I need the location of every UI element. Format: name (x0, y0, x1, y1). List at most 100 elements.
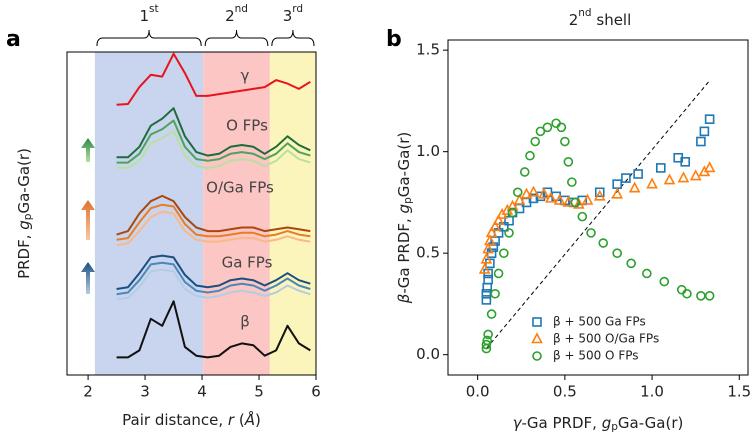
marker (520, 187, 533, 199)
arrows (81, 138, 95, 294)
label-part: Pair distance, (122, 411, 228, 429)
marker (485, 226, 498, 238)
marker (499, 248, 509, 258)
marker (659, 276, 670, 287)
marker (699, 126, 710, 137)
marker (628, 181, 641, 193)
label-part: r (228, 411, 235, 429)
marker (598, 238, 609, 248)
label-part: nd (235, 3, 248, 15)
label-part: -Ga PRDF, (522, 414, 602, 432)
plot-frame (66, 51, 317, 376)
legend-label: β + 500 O FPs (553, 349, 639, 363)
curve (116, 194, 311, 236)
marker (538, 187, 550, 199)
curve (116, 300, 311, 359)
legend-marker (532, 351, 542, 361)
label-part: p (402, 197, 414, 204)
label-part: 1 (139, 7, 149, 25)
x-tick-label: 1.0 (640, 383, 664, 401)
marker (553, 193, 566, 205)
marker (696, 291, 706, 301)
marker (481, 339, 492, 350)
label-part: p (611, 421, 618, 433)
marker (633, 169, 643, 179)
arrow (81, 262, 95, 294)
brace (271, 29, 315, 47)
y-axis-label: PRDF, gpGa-Ga(r) (15, 148, 35, 279)
marker (680, 157, 691, 167)
marker (486, 309, 497, 319)
curve (116, 107, 311, 159)
x-tick-label: 4 (197, 383, 207, 401)
label-part: γ (513, 414, 523, 432)
curve (116, 52, 311, 106)
marker (572, 197, 585, 209)
marker (499, 221, 509, 232)
region-label: 1st (139, 3, 158, 25)
marker (493, 268, 504, 279)
label-part: Ga-Ga(r) (395, 132, 413, 197)
label-part: nd (578, 7, 591, 19)
marker (677, 171, 690, 183)
marker (689, 169, 702, 181)
x-tick-label: 0.0 (466, 383, 490, 401)
marker (611, 187, 624, 199)
marker (577, 211, 588, 222)
brace (204, 29, 269, 47)
brace (96, 29, 202, 47)
curve (116, 254, 311, 290)
marker (512, 187, 523, 198)
series-label: Ga FPs (222, 254, 273, 272)
x-tick-label: 2 (83, 383, 93, 401)
marker (492, 213, 505, 225)
marker (484, 234, 496, 246)
marker (626, 258, 636, 269)
marker (646, 177, 658, 189)
marker (696, 136, 706, 147)
x-tick-label: 1.5 (727, 383, 751, 401)
label-part: rd (292, 3, 303, 15)
x-tick-label: 0.5 (553, 383, 577, 401)
y-tick-label: 0.0 (416, 345, 440, 363)
series-label: O/Ga FPs (206, 179, 274, 197)
marker (482, 242, 494, 254)
label-part: Ga-Ga(r) (15, 148, 33, 213)
region (269, 52, 316, 375)
label-part: shell (592, 11, 632, 29)
panel-label: a (6, 27, 21, 52)
marker (480, 252, 493, 264)
curve (116, 119, 311, 164)
y-tick-label: 0.5 (416, 244, 440, 262)
marker (489, 220, 501, 232)
marker (682, 288, 692, 299)
curve (116, 261, 311, 296)
legend-marker (531, 332, 543, 344)
marker (560, 136, 570, 147)
marker (567, 177, 577, 187)
label-part: 2 (569, 11, 579, 29)
marker (527, 185, 540, 197)
marker (506, 199, 519, 211)
curve (116, 268, 311, 301)
label-part: g (395, 204, 413, 214)
region-label: 2nd (225, 3, 248, 25)
label-part: g (15, 220, 33, 230)
marker (586, 228, 596, 238)
marker (478, 262, 491, 274)
marker (642, 268, 652, 279)
marker (581, 193, 594, 205)
curve (116, 130, 311, 169)
series-label: γ (241, 67, 250, 85)
marker (593, 189, 606, 201)
marker (594, 187, 605, 198)
marker (504, 228, 514, 238)
marker (483, 274, 493, 285)
label-part: -Ga PRDF, (395, 213, 413, 293)
marker (490, 288, 500, 299)
marker (507, 207, 518, 218)
label-part: 3 (283, 7, 293, 25)
marker (704, 114, 715, 124)
label-part: Å (244, 410, 255, 429)
marker (482, 335, 493, 346)
